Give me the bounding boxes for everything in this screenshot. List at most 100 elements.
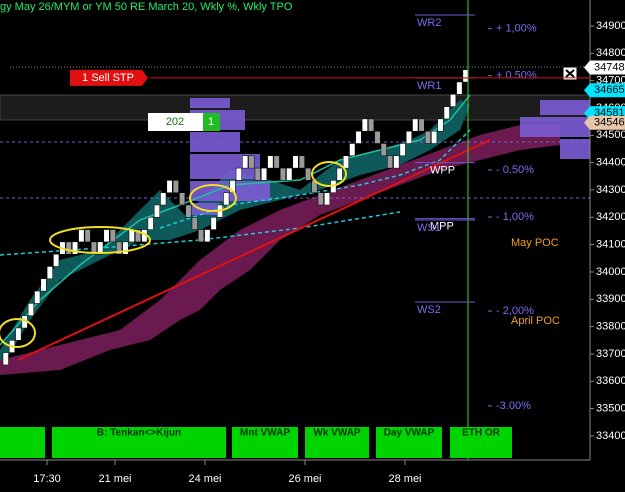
x-tick-label: 28 mei [388,473,421,485]
profile-bar [190,98,230,108]
brick [342,155,349,169]
pivot-label: WR1 [417,80,441,92]
brick [368,118,375,132]
position-count-box [203,113,220,131]
brick [179,192,186,206]
brick [336,167,343,181]
range-band [0,94,591,121]
price-label: 34546 [594,117,625,129]
brick [456,81,463,95]
highlight [49,226,151,254]
brick [135,229,142,243]
button[interactable] [0,427,45,458]
close-icon [565,69,575,78]
button[interactable] [52,427,226,458]
brick [424,130,431,144]
brick [361,118,368,132]
percent-label: + 0.50% [496,70,537,82]
y-tick-label: 33400 [596,430,625,442]
button-label: B: Tenkan<>Kijun [97,428,181,439]
y-tick-label: 34200 [596,211,625,223]
profile-bar [560,139,590,159]
brick [235,167,242,181]
y-tick-label: 34800 [596,47,625,59]
button-label: Day VWAP [384,428,435,439]
brick [128,229,135,243]
x-tick-label: 26 mei [288,473,321,485]
button[interactable] [305,427,369,458]
brick [166,180,173,193]
price-tag [584,115,625,130]
percent-label: -3.00% [496,400,531,412]
brick [279,167,286,181]
brick [317,192,324,206]
button-bar: B: Tenkan<>Kijun Mnt VWAP Wk VWAP Day VWAP E… [0,427,512,458]
percent-label: - 2,00% [496,305,534,317]
brick [418,118,425,132]
brick [97,241,104,255]
brick [324,192,331,206]
profile-bar [190,203,220,215]
brick [405,130,412,144]
brick [437,118,444,132]
price-label: 34665 [594,84,625,96]
brick [374,130,381,144]
percent-label: - 1,00% [496,211,534,223]
brick [450,94,457,107]
percent-label: + 1,00% [496,23,537,35]
brick [160,192,167,206]
y-tick-label: 33900 [596,293,625,305]
button[interactable] [232,427,298,458]
brick [412,118,419,132]
x-tick-label: 24 mei [188,473,221,485]
brick [273,155,280,169]
x-tick-label: 17:30 [33,473,61,485]
brick [153,204,160,218]
button-label: Mnt VWAP [240,428,290,439]
y-tick-label: 33700 [596,348,625,360]
pivot-label: MPP [430,221,454,233]
brick [286,167,293,181]
profile-bar [520,117,590,137]
brick [172,180,179,193]
y-tick-label: 34900 [596,20,625,32]
highlight [311,161,347,187]
profile-bar [190,154,260,179]
brick [191,217,198,230]
brick [198,229,205,243]
y-tick-label: 33800 [596,321,625,333]
order-label: 1 Sell STP [82,72,134,84]
brick [292,155,299,169]
brick [53,253,60,267]
percent-label: - 0.50% [496,164,534,176]
trend-line [17,139,491,361]
pivot-label: WS2 [417,304,441,316]
button-label: ETH OR [462,428,501,439]
brick [229,180,236,193]
brick [387,155,394,169]
poc-label: April POC [511,315,560,327]
profile-bar [190,132,240,152]
brick [40,278,47,292]
brick [349,143,356,157]
brick [84,229,91,243]
chart-title: gy May 26/MYM or YM 50 RE March 20, Wkly… [0,1,293,13]
position-count: 1 [208,116,214,128]
button[interactable] [376,427,442,458]
pivot-label: WPP [430,165,455,177]
button[interactable] [450,427,512,458]
brick [399,143,406,157]
y-tick-label: 33600 [596,375,625,387]
brick [267,155,274,169]
y-tick-label: 34400 [596,157,625,169]
pivot-label: WR2 [417,17,441,29]
y-tick-label: 34500 [596,129,625,141]
position-quantity: 202 [166,116,184,128]
highlights [0,161,347,348]
brick [116,241,123,255]
brick [393,155,400,169]
cloud-bull [0,100,470,370]
brick [103,229,110,243]
position-box [148,113,203,131]
